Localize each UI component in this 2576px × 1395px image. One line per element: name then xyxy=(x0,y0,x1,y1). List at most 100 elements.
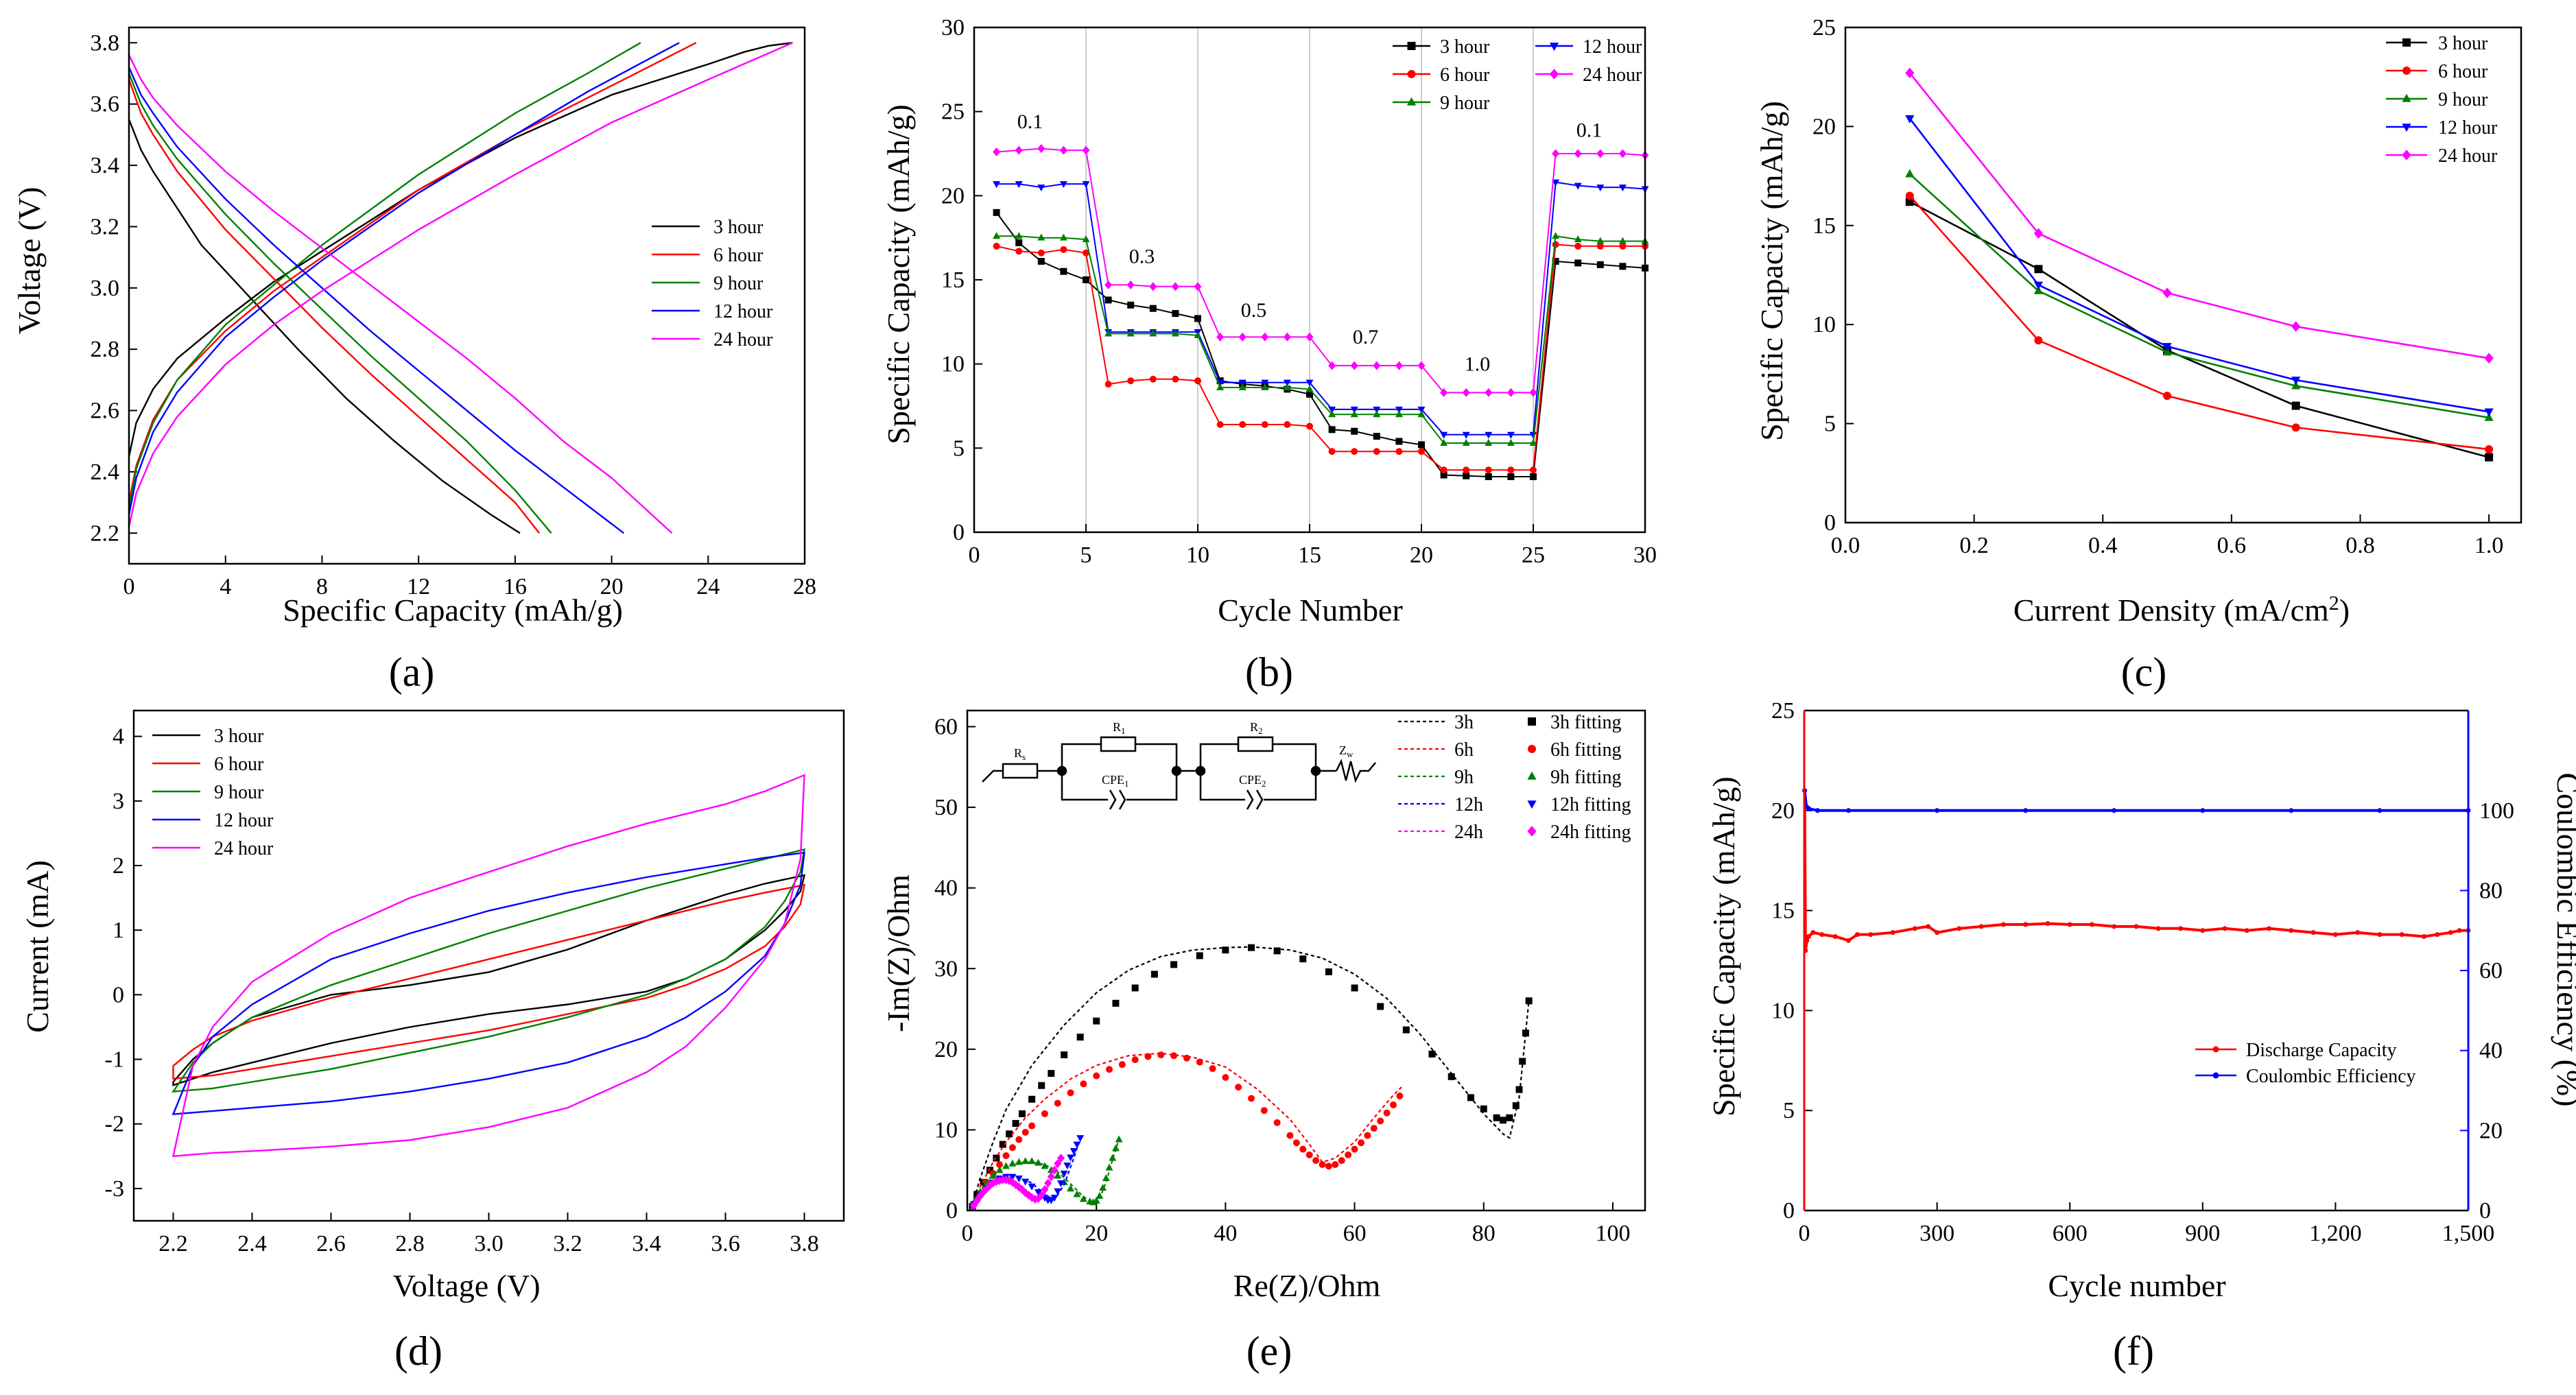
point-e-3-15 xyxy=(1054,1188,1062,1195)
point-b-4-5 xyxy=(1104,329,1113,337)
point-b-1-2 xyxy=(1037,184,1045,192)
point-b-0-9 xyxy=(1194,315,1201,322)
curve-a-2 xyxy=(128,79,540,534)
point-b-3-17 xyxy=(1373,361,1381,370)
ytick-label-b-1: 5 xyxy=(953,436,965,461)
point-b-2-1 xyxy=(1015,248,1023,255)
point-b-0-24 xyxy=(1530,473,1537,481)
point-e-2-6 xyxy=(1008,1159,1017,1167)
circuit-loop-2 xyxy=(1199,743,1317,801)
legend-marker-c-4 xyxy=(2402,150,2411,160)
point-e-1-21 xyxy=(1183,1054,1190,1062)
point-b-2-13 xyxy=(1284,420,1291,428)
point-e-0-8 xyxy=(1018,1110,1026,1117)
point-e-1-27 xyxy=(1260,1107,1268,1114)
point-e-1-6 xyxy=(1008,1144,1016,1152)
point-b-0-26 xyxy=(1574,259,1582,267)
plot-area-e: 0 20 40 60 80 100 0 10 20 30 40 50 60 3h 3h fitting 6h 6… xyxy=(934,709,1646,1246)
xtick-label-e-5: 100 xyxy=(1595,1221,1630,1246)
point-f-0-36 xyxy=(2435,932,2440,938)
ytick-label-e-2: 20 xyxy=(934,1037,958,1062)
point-e-1-35 xyxy=(1325,1162,1332,1170)
legend-marker-b-0 xyxy=(1407,42,1416,50)
point-e-2-10 xyxy=(1035,1158,1043,1166)
point-b-3-1 xyxy=(1015,145,1023,155)
point-b-1-24 xyxy=(1529,431,1537,439)
point-e-3-22 xyxy=(1076,1135,1085,1143)
panel-label-c: (c) xyxy=(2121,649,2167,695)
xlabel-c-sup: 2 xyxy=(2329,592,2339,615)
point-b-0-15 xyxy=(1328,426,1336,433)
legend-marker-b-2 xyxy=(1407,70,1416,78)
legend-label-b-4: 9 hour xyxy=(1440,93,1490,114)
legend-label-e-7: 12h fitting xyxy=(1550,794,1631,815)
point-f-0-16 xyxy=(2000,922,2006,927)
point-e-1-42 xyxy=(1370,1125,1378,1132)
ytick-label-e-4: 40 xyxy=(934,876,958,901)
point-c-0-1 xyxy=(2034,265,2043,274)
xtick-label-d-5: 3.2 xyxy=(553,1231,582,1256)
point-b-1-27 xyxy=(1596,184,1605,192)
legend-label-e-8: 24h xyxy=(1454,822,1483,843)
point-b-4-26 xyxy=(1574,235,1582,243)
point-b-1-1 xyxy=(1015,181,1023,189)
legend-marker-e-2 xyxy=(1527,771,1537,780)
point-c-3-1 xyxy=(2033,281,2044,290)
point-e-1-37 xyxy=(1338,1157,1345,1165)
point-b-1-16 xyxy=(1350,406,1358,414)
plot-area-f: 0 300 600 900 1,200 1,50005101520250204060801… xyxy=(1771,698,2514,1246)
point-b-3-28 xyxy=(1618,149,1627,158)
plot-border-e xyxy=(966,709,1646,1212)
point-f-0-12 xyxy=(1926,924,1931,929)
point-e-3-7 xyxy=(1015,1175,1023,1182)
point-f-1-2 xyxy=(1806,806,1811,811)
point-b-3-20 xyxy=(1440,388,1448,397)
panel-label-d: (d) xyxy=(394,1328,442,1374)
xtick-label-f-3: 900 xyxy=(2185,1221,2220,1246)
point-f-1-6 xyxy=(2023,808,2029,813)
legend-label-e-5: 9h fitting xyxy=(1550,767,1621,788)
chart-e: 0 20 40 60 80 100 0 10 20 30 40 50 60 3h 3h fitting 6h 6… xyxy=(881,709,1646,1374)
ytick-label-a-0: 2.2 xyxy=(91,521,120,546)
point-b-2-20 xyxy=(1440,466,1447,474)
series-line-f-1 xyxy=(1803,790,2468,812)
xlabel-f: Cycle number xyxy=(2048,1268,2225,1303)
point-f-0-14 xyxy=(1957,926,1962,931)
circuit-label-cpe2-main: CPE xyxy=(1239,773,1262,787)
point-b-4-1 xyxy=(1015,232,1023,239)
point-b-2-2 xyxy=(1037,249,1045,257)
point-e-0-9 xyxy=(1028,1095,1036,1103)
point-b-2-19 xyxy=(1418,448,1425,455)
xtick-label-e-1: 20 xyxy=(1085,1221,1108,1246)
point-f-0-18 xyxy=(2045,921,2051,927)
point-b-2-16 xyxy=(1351,448,1358,455)
legend-label-a-1: 6 hour xyxy=(713,245,764,266)
xtick-label-d-4: 3.0 xyxy=(474,1231,504,1256)
ytick-label-e-6: 60 xyxy=(934,715,958,740)
point-e-0-33 xyxy=(1499,1117,1506,1124)
point-e-0-12 xyxy=(1061,1051,1068,1059)
legend-label-f-0: Discharge Capacity xyxy=(2246,1040,2397,1061)
point-c-3-0 xyxy=(1905,115,1915,124)
point-e-1-29 xyxy=(1286,1132,1294,1139)
panel-label-b: (b) xyxy=(1245,649,1293,695)
point-e-2-5 xyxy=(1002,1162,1010,1169)
point-b-4-21 xyxy=(1462,438,1470,446)
point-b-3-15 xyxy=(1328,361,1336,370)
point-b-2-0 xyxy=(993,242,1000,250)
point-b-2-11 xyxy=(1239,420,1246,428)
ytick-right-label-f-3: 60 xyxy=(2479,958,2503,983)
point-b-0-1 xyxy=(1015,239,1023,247)
point-b-3-18 xyxy=(1395,361,1403,370)
point-b-3-5 xyxy=(1104,280,1113,289)
point-b-1-0 xyxy=(993,181,1001,189)
point-e-1-8 xyxy=(1021,1128,1029,1136)
series-line-b-3 xyxy=(996,147,1646,394)
ytick-label-b-5: 25 xyxy=(941,99,965,125)
point-f-0-37 xyxy=(2448,930,2453,935)
point-e-3-17 xyxy=(1060,1170,1068,1178)
xtick-label-c-3: 0.6 xyxy=(2217,533,2247,558)
point-e-0-25 xyxy=(1351,984,1358,992)
point-f-0-32 xyxy=(2355,930,2361,935)
series-line-c-4 xyxy=(1909,72,2490,359)
